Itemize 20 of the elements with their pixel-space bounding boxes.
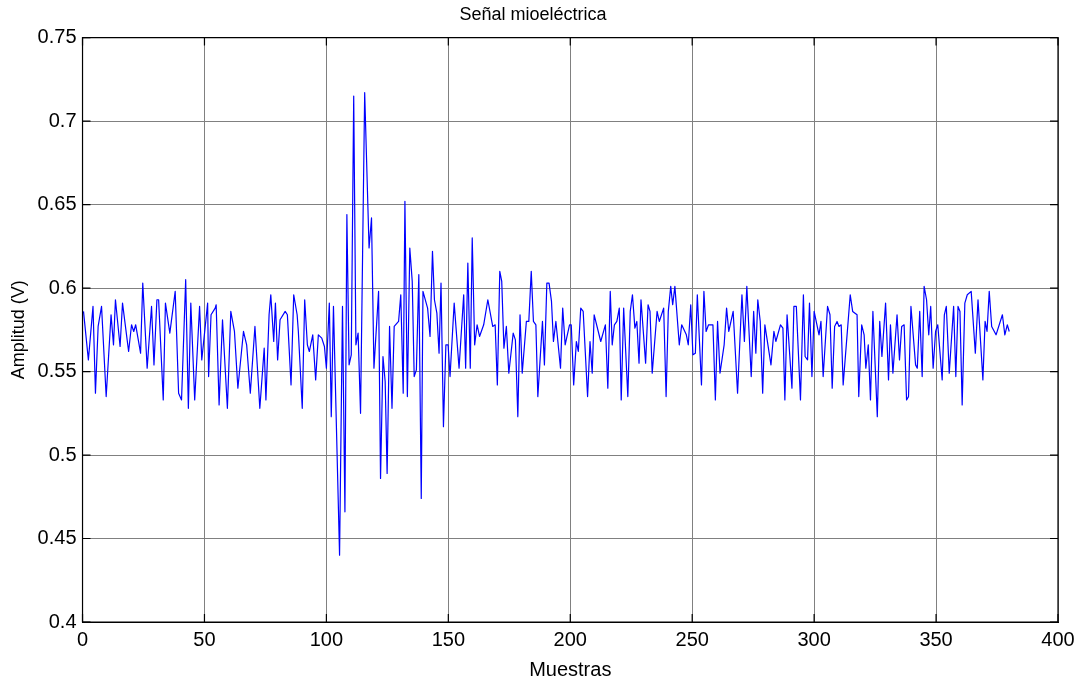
x-tick-label: 350 [919,627,953,650]
y-tick-label: 0.6 [48,275,77,298]
y-axis-title: Amplitud (V) [7,280,28,380]
x-tick-label: 50 [193,627,216,650]
x-tick-label: 0 [76,627,89,650]
x-tick-label: 250 [675,627,709,650]
y-tick-label: 0.7 [48,108,77,131]
x-tick-label: 400 [1041,627,1075,650]
y-tick-label: 0.55 [37,359,77,382]
x-tick-label: 200 [553,627,587,650]
y-tick-label: 0.45 [37,526,77,549]
y-tick-label: 0.75 [37,25,77,48]
x-tick-label: 100 [309,627,344,650]
y-tick-label: 0.5 [48,442,77,465]
x-tick-label: 300 [797,627,831,650]
y-tick-label: 0.4 [48,609,77,632]
x-axis-title: Muestras [529,657,612,680]
x-tick-label: 150 [431,627,466,650]
y-tick-label: 0.65 [37,192,77,215]
chart-title: Señal mioeléctrica [459,3,608,24]
